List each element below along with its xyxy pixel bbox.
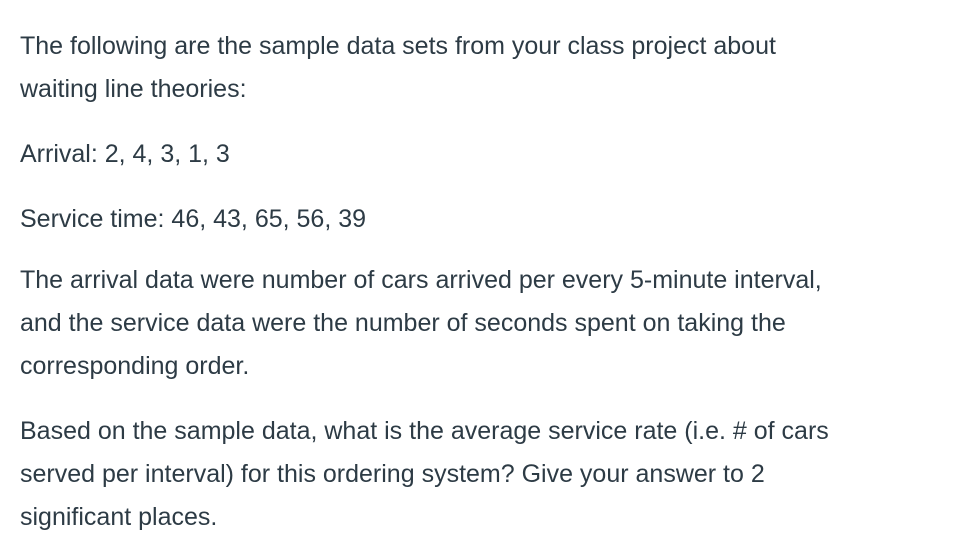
intro-paragraph: The following are the sample data sets f… [20, 25, 962, 111]
text-line: The arrival data were number of cars arr… [20, 266, 822, 294]
text-line: Based on the sample data, what is the av… [20, 417, 829, 445]
question-paragraph: Based on the sample data, what is the av… [20, 410, 962, 539]
text-line: significant places. [20, 503, 218, 531]
data-description-paragraph: The arrival data were number of cars arr… [20, 259, 962, 388]
text-line: corresponding order. [20, 352, 250, 380]
service-time-data: Service time: 46, 43, 65, 56, 39 [20, 198, 962, 241]
text-line: Service time: 46, 43, 65, 56, 39 [20, 205, 367, 233]
text-line: The following are the sample data sets f… [20, 32, 776, 60]
text-line: and the service data were the number of … [20, 309, 786, 337]
text-line: Arrival: 2, 4, 3, 1, 3 [20, 140, 230, 168]
arrival-data: Arrival: 2, 4, 3, 1, 3 [20, 133, 962, 176]
text-line: waiting line theories: [20, 75, 247, 103]
question-document: The following are the sample data sets f… [20, 25, 962, 539]
text-line: served per interval) for this ordering s… [20, 460, 765, 488]
